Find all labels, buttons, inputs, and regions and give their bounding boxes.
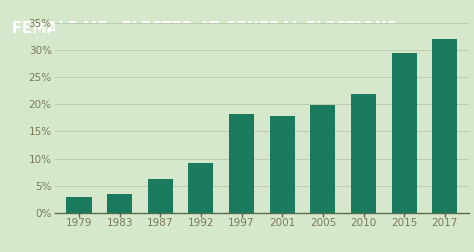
- Bar: [432, 39, 457, 213]
- Bar: [188, 163, 213, 213]
- Bar: [229, 114, 254, 213]
- Bar: [66, 197, 91, 213]
- Bar: [351, 94, 376, 213]
- Bar: [107, 194, 132, 213]
- Bar: [392, 53, 417, 213]
- Bar: [147, 179, 173, 213]
- Bar: [270, 116, 295, 213]
- Text: FEMALE MPs ELECTED AT GENERAL ELECTIONS: FEMALE MPs ELECTED AT GENERAL ELECTIONS: [12, 21, 397, 36]
- Bar: [310, 105, 336, 213]
